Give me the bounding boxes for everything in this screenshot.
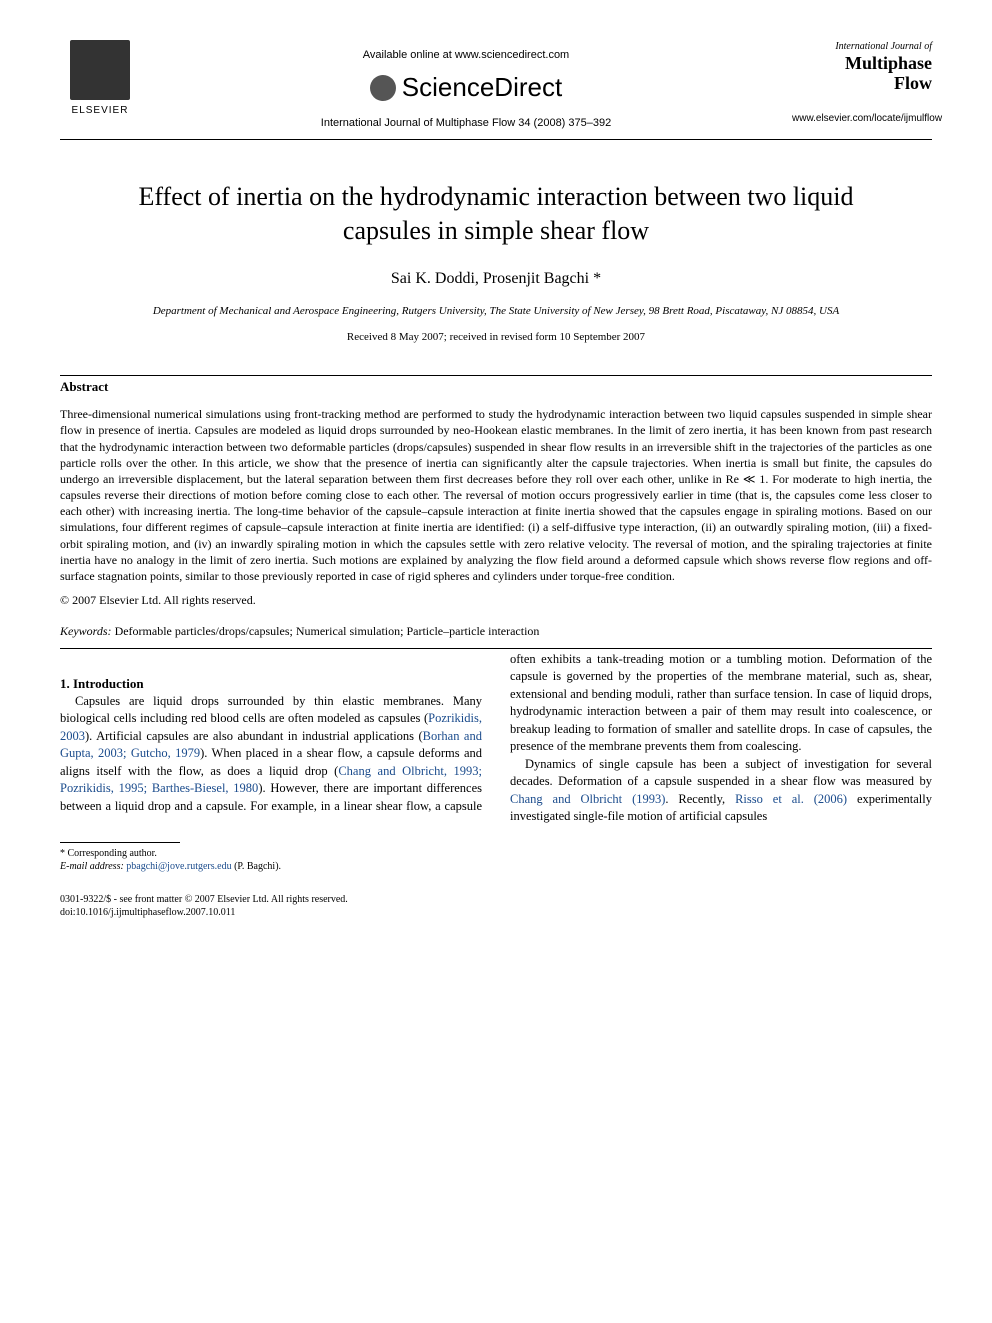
issn-line: 0301-9322/$ - see front matter © 2007 El… <box>60 893 932 906</box>
journal-prefix: International Journal of <box>792 40 932 54</box>
intro-paragraph-2: Dynamics of single capsule has been a su… <box>510 756 932 826</box>
available-online-text: Available online at www.sciencedirect.co… <box>140 48 792 63</box>
intro-p1-b: ). Artificial capsules are also abundant… <box>85 729 423 743</box>
elsevier-label: ELSEVIER <box>72 104 129 118</box>
email-label: E-mail address: <box>60 861 124 872</box>
abstract-top-divider <box>60 375 932 376</box>
sciencedirect-text: ScienceDirect <box>402 69 562 105</box>
received-dates: Received 8 May 2007; received in revised… <box>60 330 932 345</box>
journal-block: International Journal of Multiphase Flow… <box>792 40 932 126</box>
abstract-body: Three-dimensional numerical simulations … <box>60 407 932 583</box>
keywords-label: Keywords: <box>60 624 112 638</box>
journal-name-line1: Multiphase <box>792 54 932 74</box>
intro-p1-a: Capsules are liquid drops surrounded by … <box>60 694 482 726</box>
keywords-text: Deformable particles/drops/capsules; Num… <box>115 624 540 638</box>
email-footnote: E-mail address: pbagchi@jove.rutgers.edu… <box>60 860 932 873</box>
citation-text: International Journal of Multiphase Flow… <box>140 116 792 131</box>
authors: Sai K. Doddi, Prosenjit Bagchi * <box>60 268 932 290</box>
email-name: (P. Bagchi). <box>234 861 281 872</box>
email-address[interactable]: pbagchi@jove.rutgers.edu <box>126 861 231 872</box>
abstract-bottom-divider <box>60 648 932 649</box>
keywords-line: Keywords: Deformable particles/drops/cap… <box>60 623 932 640</box>
doi-line: doi:10.1016/j.ijmultiphaseflow.2007.10.0… <box>60 906 932 919</box>
footer-info: 0301-9322/$ - see front matter © 2007 El… <box>60 893 932 919</box>
elsevier-logo-block: ELSEVIER <box>60 40 140 118</box>
journal-url: www.elsevier.com/locate/ijmulflow <box>792 112 932 126</box>
sciencedirect-block: ScienceDirect <box>140 69 792 105</box>
sciencedirect-icon <box>370 75 396 101</box>
copyright-text: © 2007 Elsevier Ltd. All rights reserved… <box>60 592 932 609</box>
header-row: ELSEVIER Available online at www.science… <box>60 40 932 131</box>
affiliation: Department of Mechanical and Aerospace E… <box>60 304 932 319</box>
abstract-text: Three-dimensional numerical simulations … <box>60 406 932 584</box>
introduction-heading: 1. Introduction <box>60 675 482 693</box>
center-header: Available online at www.sciencedirect.co… <box>140 40 792 131</box>
journal-name-line2: Flow <box>792 74 932 94</box>
footnote-rule <box>60 842 180 843</box>
article-title: Effect of inertia on the hydrodynamic in… <box>100 180 892 248</box>
body-columns: 1. Introduction Capsules are liquid drop… <box>60 651 932 826</box>
header-divider <box>60 139 932 140</box>
ref-risso-2006[interactable]: Risso et al. (2006) <box>735 792 847 806</box>
corresponding-author-footnote: * Corresponding author. <box>60 847 932 860</box>
elsevier-tree-icon <box>70 40 130 100</box>
abstract-heading: Abstract <box>60 378 932 396</box>
intro-p2-b: . Recently, <box>665 792 735 806</box>
ref-chang-olbricht-1993[interactable]: Chang and Olbricht (1993) <box>510 792 665 806</box>
intro-p2-a: Dynamics of single capsule has been a su… <box>510 757 932 789</box>
